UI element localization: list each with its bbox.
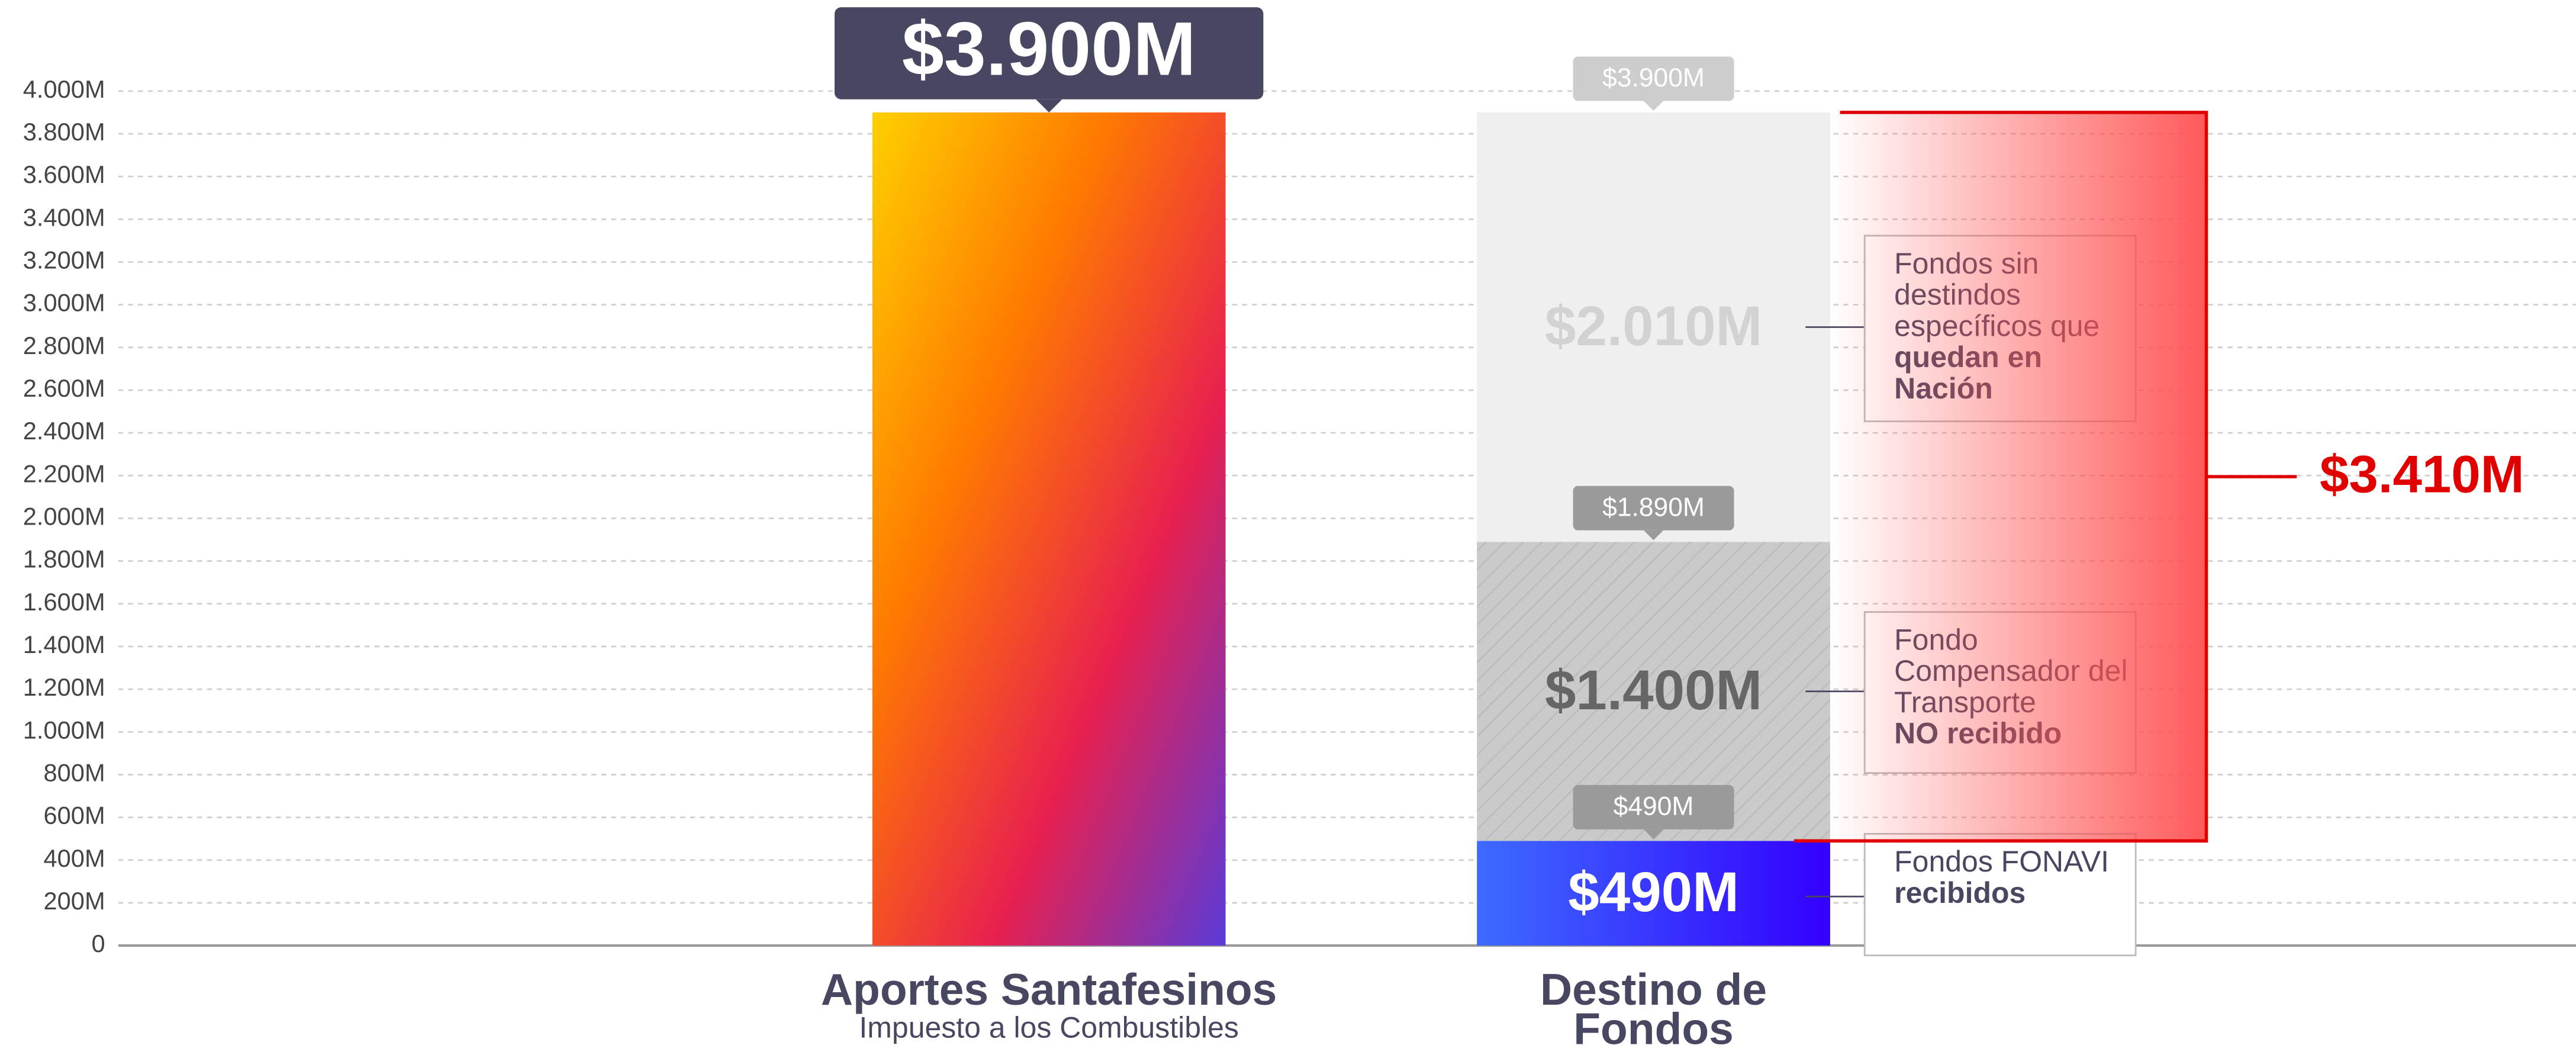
y-tick-label: 2.800M: [23, 332, 105, 359]
y-tick-label: 600M: [44, 802, 105, 829]
y-tick-label: 3.600M: [23, 160, 105, 188]
y-tick-label: 1.400M: [23, 631, 105, 658]
bracket-label: $3.410M: [2320, 445, 2525, 503]
y-tick-label: 400M: [44, 844, 105, 872]
y-tick-label: 4.000M: [23, 75, 105, 103]
callout-bold: recibidos: [1894, 876, 2026, 910]
y-tick-label: 2.200M: [23, 459, 105, 487]
y-tick-label: 3.200M: [23, 246, 105, 274]
callout-text: Fondos FONAVI recibidos: [1894, 847, 2140, 909]
value-label-box: [834, 7, 1264, 99]
bracket-glow: [1830, 112, 2207, 841]
stack-total: $3.900M: [1602, 63, 1705, 92]
bar-segment: [1477, 112, 1830, 542]
value-label: $1.400M: [1545, 659, 1762, 721]
stack-total-box: [1573, 56, 1734, 101]
value-label-pointer: [1035, 99, 1062, 112]
value-label: $3.900M: [902, 7, 1196, 91]
category-label: Aportes Santafesinos Impuesto a los Combu…: [769, 970, 1328, 1046]
y-tick-label: 2.400M: [23, 417, 105, 445]
y-tick-label: 800M: [44, 758, 105, 786]
x-category: Destino de Fondos: [1374, 970, 1933, 1054]
stack-total: $490M: [1614, 792, 1694, 821]
y-tick-label: 3.000M: [23, 289, 105, 317]
stack-total-pointer: [1643, 829, 1664, 840]
x-tick-label: Destino de Fondos: [1540, 970, 1767, 1054]
y-tick-label: 3.800M: [23, 118, 105, 146]
y-tick-label: 2.600M: [23, 374, 105, 402]
callout-box: [1863, 832, 2137, 957]
category-label: Destino de Fondos: [1374, 970, 1933, 1054]
value-label: $490M: [1568, 861, 1739, 923]
y-tick-label: 0: [91, 930, 105, 957]
stack-total-box: [1573, 485, 1734, 530]
y-tick-label: 2.000M: [23, 502, 105, 530]
y-tick-label: 1.800M: [23, 545, 105, 573]
stack-total-pointer: [1643, 101, 1664, 111]
stack-total: $1.890M: [1602, 493, 1705, 522]
y-tick-label: 200M: [44, 887, 105, 915]
y-tick-label: 1.600M: [23, 588, 105, 616]
callout-regular: Fondos FONAVI: [1894, 847, 2109, 879]
stack-total-box: [1573, 784, 1734, 829]
bar-segment: [1477, 841, 1830, 946]
x-tick-label: Aportes Santafesinos: [820, 970, 1277, 1015]
y-tick-label: 1.200M: [23, 673, 105, 701]
y-tick-label: 1.000M: [23, 716, 105, 744]
stack-total-pointer: [1643, 530, 1664, 541]
y-tick-label: 3.400M: [23, 203, 105, 231]
x-subtitle: Impuesto a los Combustibles: [859, 1011, 1239, 1044]
value-label: $2.010M: [1545, 295, 1762, 357]
bar-segment: [872, 112, 1226, 946]
